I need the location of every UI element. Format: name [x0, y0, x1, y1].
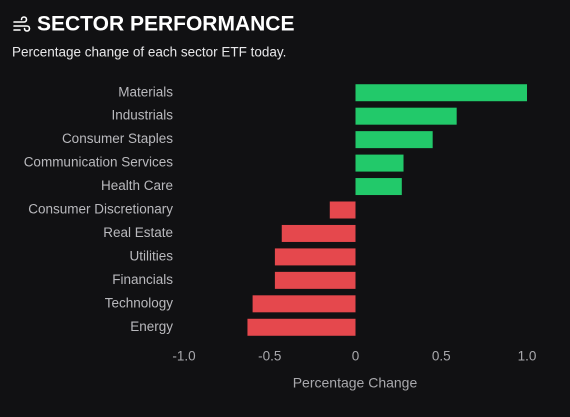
bar: [274, 248, 356, 266]
y-tick-label: Real Estate: [103, 225, 173, 240]
bar: [252, 295, 356, 313]
bar: [247, 318, 356, 336]
x-tick-label: -0.5: [258, 349, 281, 364]
bar: [329, 201, 356, 219]
chart-title: SECTOR PERFORMANCE: [37, 13, 294, 36]
bar: [355, 178, 402, 196]
bar: [355, 107, 457, 125]
bar: [355, 84, 527, 102]
chart-subtitle: Percentage change of each sector ETF tod…: [12, 45, 286, 60]
bar: [355, 154, 404, 172]
x-tick-label: 0: [352, 349, 360, 364]
title-icon: [13, 16, 31, 32]
x-tick-label: 1.0: [518, 349, 537, 364]
bar: [274, 271, 356, 289]
y-tick-label: Energy: [130, 319, 173, 334]
y-tick-label: Utilities: [129, 248, 173, 263]
y-tick-label: Technology: [105, 295, 174, 310]
bar: [355, 131, 433, 149]
y-tick-label: Industrials: [111, 108, 173, 123]
y-tick-label: Materials: [118, 84, 173, 99]
x-axis-label: Percentage Change: [293, 375, 418, 391]
bar: [281, 224, 356, 242]
y-tick-label: Consumer Staples: [62, 131, 173, 146]
y-tick-label: Communication Services: [24, 155, 174, 170]
y-tick-label: Financials: [112, 272, 173, 287]
y-tick-label: Consumer Discretionary: [28, 202, 173, 217]
x-tick-label: 0.5: [432, 349, 451, 364]
x-tick-label: -1.0: [172, 349, 195, 364]
y-tick-label: Health Care: [101, 178, 173, 193]
